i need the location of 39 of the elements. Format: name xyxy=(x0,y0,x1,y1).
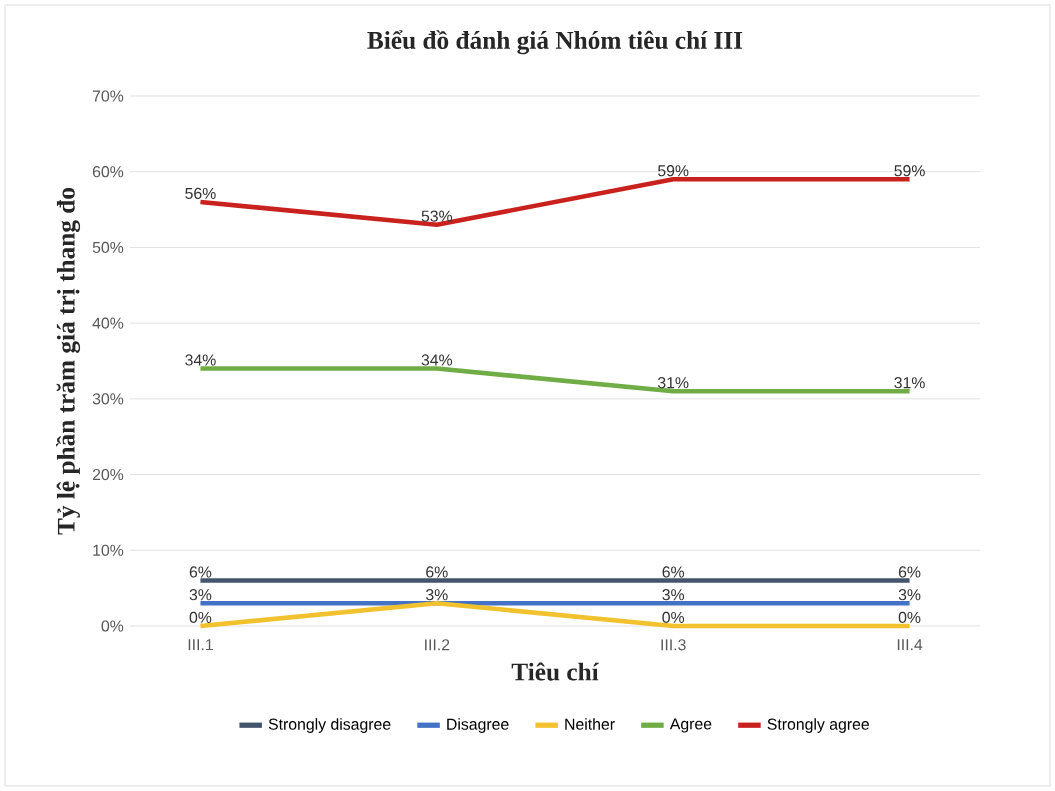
legend-label: Neither xyxy=(565,718,615,730)
y-tick-label: 10% xyxy=(93,544,124,556)
legend-label: Agree xyxy=(669,718,712,733)
x-tick-label: III.3 xyxy=(661,639,686,651)
legend-label: Strongly disagree xyxy=(268,718,391,733)
y-tick-label: 30% xyxy=(92,393,124,405)
data-label: 3% xyxy=(189,589,212,601)
data-label: 59% xyxy=(658,165,689,177)
legend-label: Strongly agree xyxy=(767,718,869,733)
data-label: 59% xyxy=(894,165,925,177)
data-label: 6% xyxy=(898,566,921,578)
y-tick-label: 70% xyxy=(92,90,124,102)
y-axis-title: Tỷ lệ phần trăm giá trị thang đo xyxy=(56,188,81,535)
data-label: 3% xyxy=(662,589,685,601)
data-label: 0% xyxy=(189,611,212,624)
data-label: 0% xyxy=(662,611,685,624)
y-tick-label: 20% xyxy=(92,468,124,481)
x-tick-label: III.2 xyxy=(425,639,450,651)
data-label: 3% xyxy=(425,589,448,601)
y-tick-label: 40% xyxy=(92,317,124,329)
legend-label: Disagree xyxy=(447,718,509,733)
data-label: 0% xyxy=(898,611,921,624)
data-label: 34% xyxy=(421,354,453,366)
y-tick-label: 60% xyxy=(92,166,124,178)
data-label: 6% xyxy=(189,566,212,578)
x-axis-title: Tiêu chí xyxy=(511,662,599,681)
data-label: 56% xyxy=(185,187,216,200)
x-tick-label: III.1 xyxy=(188,639,213,651)
x-tick-label: III.4 xyxy=(897,639,923,651)
data-label: 53% xyxy=(421,210,453,222)
data-label: 34% xyxy=(185,354,216,366)
data-label: 31% xyxy=(657,377,689,389)
y-tick-label: 0% xyxy=(101,620,124,632)
data-label: 3% xyxy=(898,589,921,601)
data-label: 6% xyxy=(662,566,685,578)
data-label: 6% xyxy=(426,566,448,578)
y-tick-label: 50% xyxy=(92,241,124,254)
data-label: 31% xyxy=(894,377,925,389)
chart-title: Biểu đồ đánh giá Nhóm tiêu chí III xyxy=(367,30,743,55)
